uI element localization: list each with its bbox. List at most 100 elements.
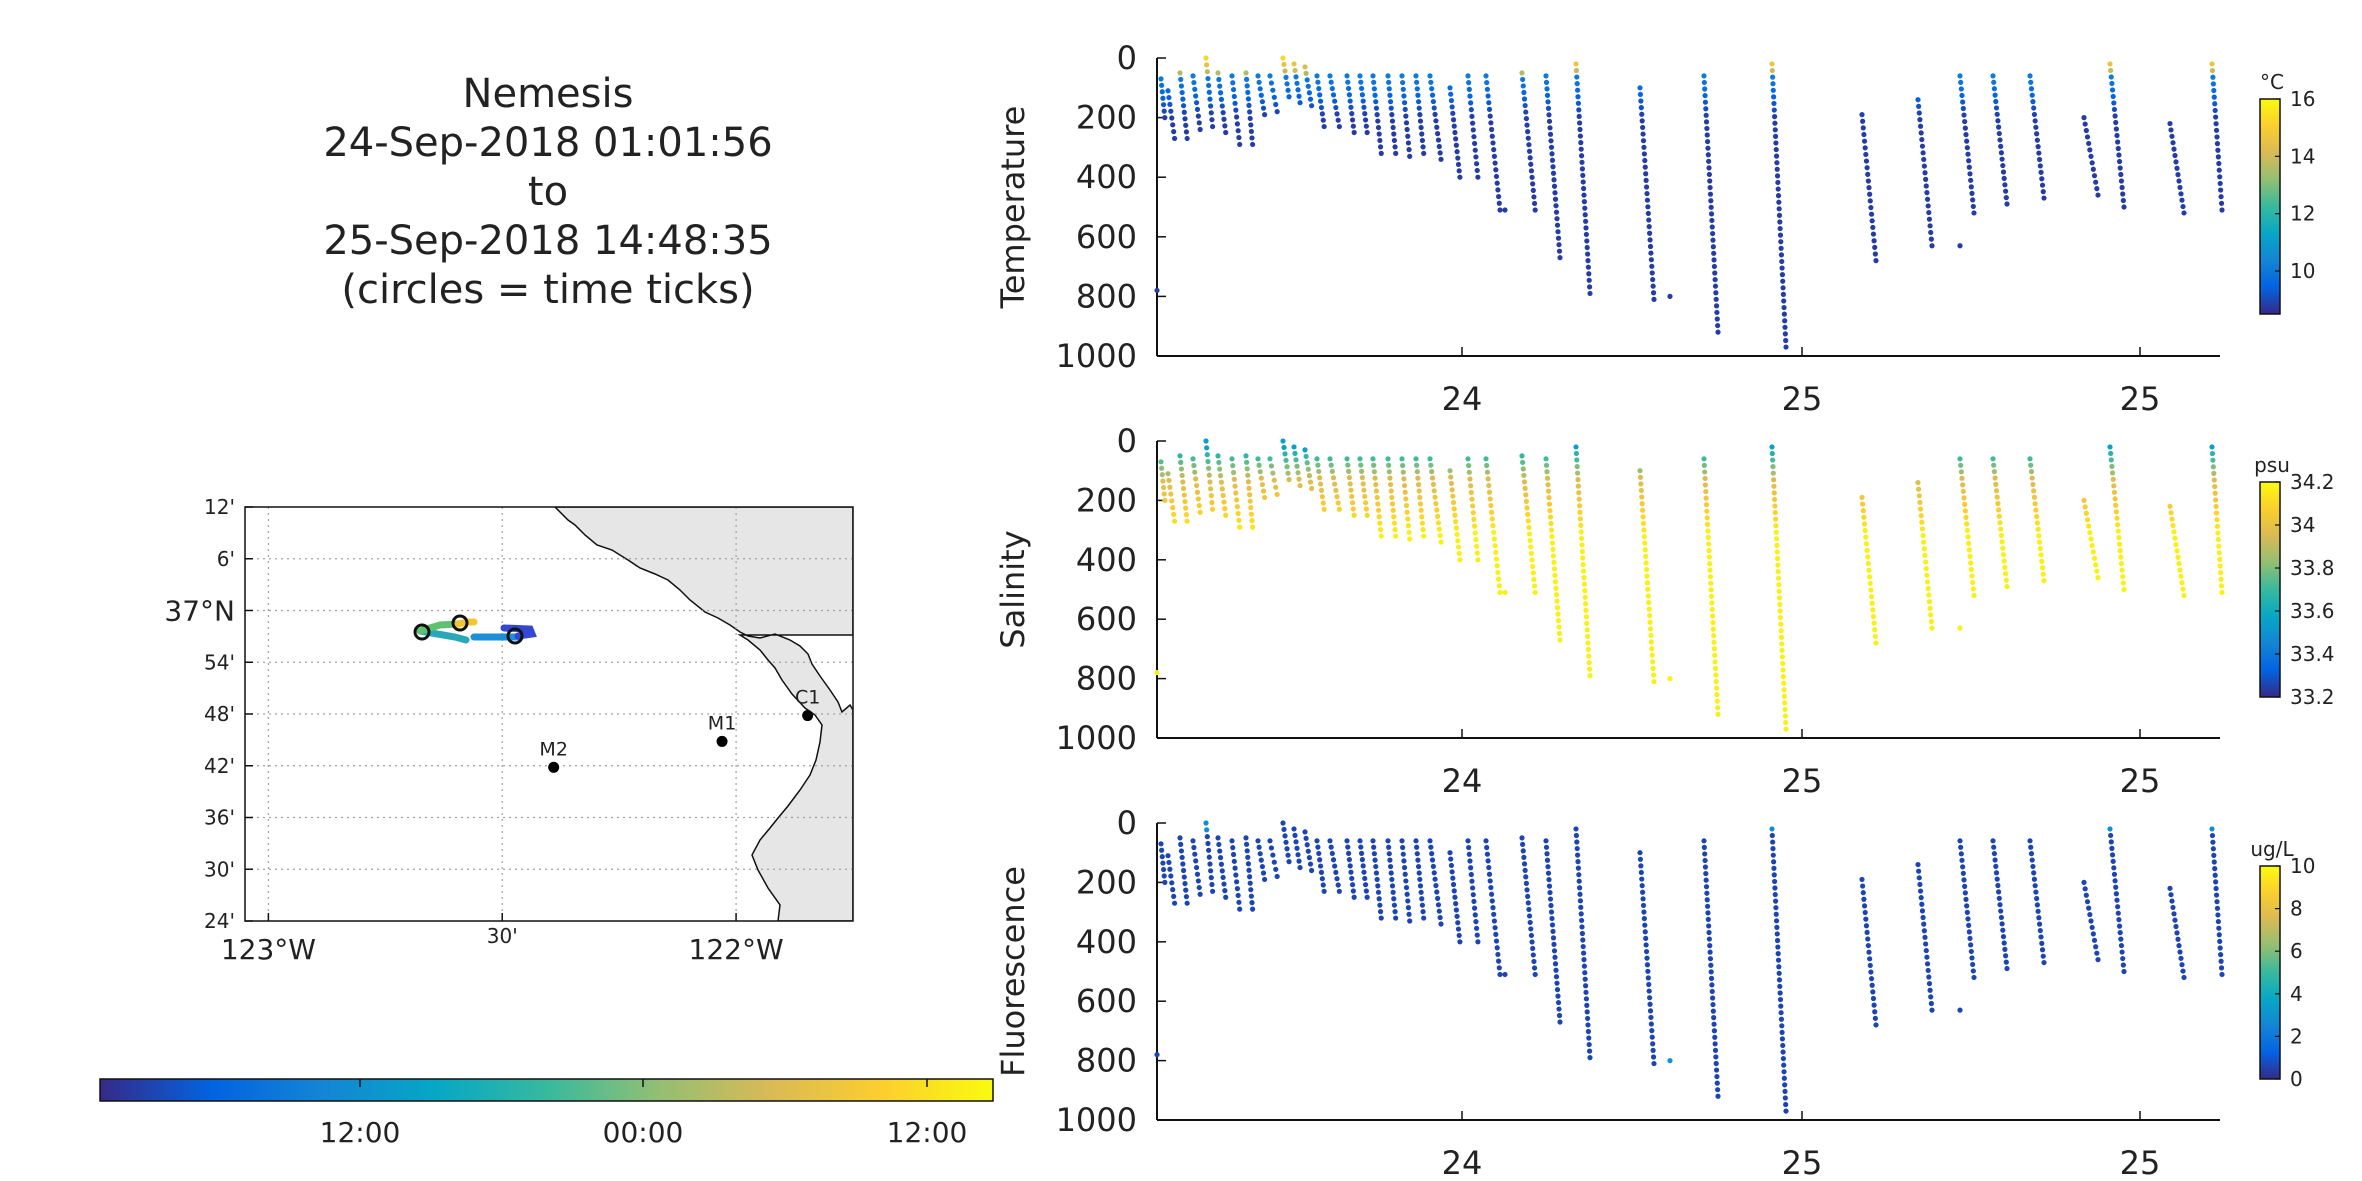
- data-point: [2091, 555, 2098, 561]
- data-point: [1230, 851, 1237, 858]
- data-point: [1964, 521, 1970, 527]
- data-point: [1475, 557, 1481, 563]
- data-point: [1389, 876, 1395, 883]
- data-point: [1302, 64, 1308, 70]
- data-point: [1712, 665, 1719, 671]
- data-point: [1783, 719, 1789, 726]
- data-point: [1161, 491, 1167, 497]
- data-point: [1159, 854, 1165, 860]
- data-point: [2177, 949, 2183, 955]
- data-point: [2176, 943, 2182, 949]
- data-point: [1393, 533, 1399, 539]
- data-point: [1916, 103, 1922, 109]
- data-point: [1360, 98, 1366, 104]
- data-point: [1419, 520, 1426, 526]
- data-point: [1474, 167, 1480, 174]
- data-point: [1525, 900, 1531, 906]
- data-point: [1194, 871, 1201, 877]
- data-point: [1777, 614, 1784, 621]
- data-point: [1715, 1087, 1721, 1093]
- data-point: [1450, 110, 1456, 116]
- data-point: [1274, 491, 1280, 498]
- data-point: [1486, 482, 1492, 489]
- data-point: [1586, 271, 1592, 277]
- data-point: [1648, 639, 1654, 645]
- data-point: [1870, 607, 1876, 613]
- data-point: [1455, 926, 1462, 932]
- data-point: [1522, 867, 1528, 873]
- coastline-land: [553, 507, 853, 921]
- data-point: [1964, 138, 1970, 144]
- data-point: [1209, 499, 1215, 506]
- data-point: [1193, 482, 1200, 489]
- data-point: [1583, 218, 1589, 224]
- profile-dots: [1154, 55, 2225, 350]
- data-point: [1230, 469, 1237, 476]
- data-point: [1210, 123, 1216, 130]
- data-point: [2032, 883, 2038, 889]
- data-point: [1208, 486, 1214, 492]
- data-point: [1346, 92, 1352, 98]
- data-point: [1491, 147, 1497, 153]
- data-point: [1649, 646, 1655, 652]
- data-point: [1470, 885, 1476, 891]
- data-point: [2115, 139, 2121, 145]
- data-point: [1644, 955, 1650, 961]
- data-point: [1448, 862, 1455, 869]
- data-point: [1267, 838, 1273, 844]
- data-point: [2214, 141, 2221, 147]
- data-point: [2081, 115, 2087, 121]
- data-point: [1470, 503, 1476, 509]
- data-point: [1245, 472, 1251, 478]
- data-point: [1861, 131, 1867, 138]
- data-point: [1291, 826, 1297, 832]
- data-point: [1780, 285, 1786, 291]
- data-point: [2093, 179, 2099, 185]
- data-point: [1872, 1009, 1878, 1015]
- data-point: [1710, 613, 1716, 619]
- data-point: [2120, 962, 2126, 968]
- data-point: [1196, 502, 1202, 509]
- data-point: [1707, 561, 1713, 567]
- data-point: [1586, 1035, 1592, 1041]
- data-point: [1215, 70, 1221, 76]
- data-point: [1543, 844, 1550, 850]
- data-point: [1388, 488, 1394, 494]
- data-point: [1364, 129, 1370, 136]
- data-point: [1237, 141, 1243, 148]
- data-point: [1639, 876, 1645, 882]
- data-point: [1468, 483, 1474, 489]
- data-point: [2218, 187, 2224, 193]
- data-point: [2108, 457, 2114, 463]
- data-point: [1545, 99, 1551, 105]
- data-point: [1247, 109, 1253, 115]
- data-point: [1921, 156, 1927, 163]
- data-point: [1715, 1093, 1721, 1099]
- data-point: [2169, 516, 2175, 522]
- data-point: [1922, 170, 1928, 176]
- data-point: [1586, 653, 1592, 659]
- data-point: [1450, 117, 1457, 123]
- data-point: [1711, 250, 1717, 256]
- data-point: [1204, 834, 1210, 840]
- data-point: [1400, 469, 1406, 475]
- data-point: [1995, 118, 2001, 124]
- data-point: [1960, 864, 1966, 870]
- data-point: [1488, 502, 1494, 509]
- data-point: [1707, 943, 1713, 949]
- data-point: [1544, 475, 1551, 481]
- data-point: [1773, 529, 1779, 535]
- data-point: [2032, 501, 2038, 507]
- data-point: [2210, 457, 2216, 463]
- data-point: [2216, 167, 2222, 173]
- data-point: [1704, 132, 1710, 138]
- y-tick-label: 600: [1076, 218, 1137, 256]
- data-point: [2109, 463, 2115, 469]
- data-point: [1551, 559, 1557, 565]
- data-point: [2219, 589, 2225, 596]
- data-point: [1249, 518, 1255, 524]
- data-point: [1344, 73, 1350, 79]
- colorbar-tick-label: 0: [2290, 1067, 2303, 1091]
- data-point: [1872, 251, 1878, 257]
- data-point: [1667, 1058, 1673, 1064]
